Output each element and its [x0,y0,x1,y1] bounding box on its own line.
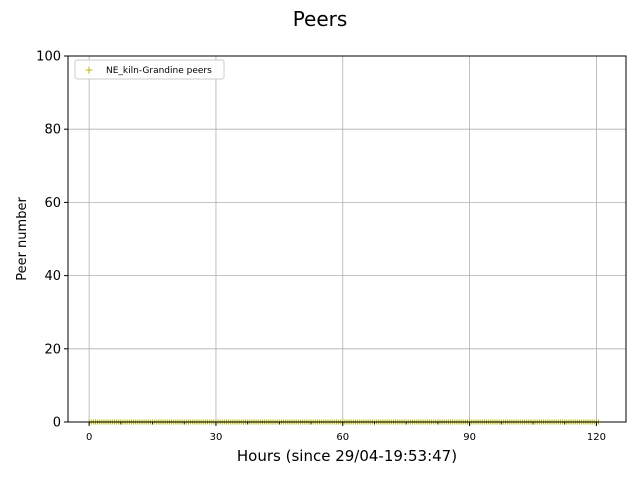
x-axis-label: Hours (since 29/04-19:53:47) [237,447,457,465]
y-tick-label: 100 [36,50,61,65]
x-tick-label: 120 [587,432,606,443]
x-tick-label: 60 [336,432,349,443]
y-tick-label: 0 [53,416,61,431]
legend-entry-label: NE_kiln-Grandine peers [106,66,212,76]
y-tick-label: 20 [44,342,61,357]
x-tick-label: 90 [463,432,476,443]
y-axis-label: Peer number [15,197,30,281]
y-axis: 0 20 40 60 80 100 [36,50,68,431]
x-tick-label: 30 [210,432,223,443]
legend: + NE_kiln-Grandine peers [74,59,225,80]
y-tick-label: 60 [44,196,61,211]
y-tick-label: 80 [44,123,61,138]
x-tick-label: 0 [86,432,92,443]
y-tick-label: 40 [44,269,61,284]
legend-box [74,59,225,80]
legend-marker: + [84,64,93,77]
x-axis: 0 30 60 90 120 [86,422,606,443]
chart-title: Peers [293,7,348,31]
gridlines [68,55,626,423]
plot-frame [67,55,627,423]
